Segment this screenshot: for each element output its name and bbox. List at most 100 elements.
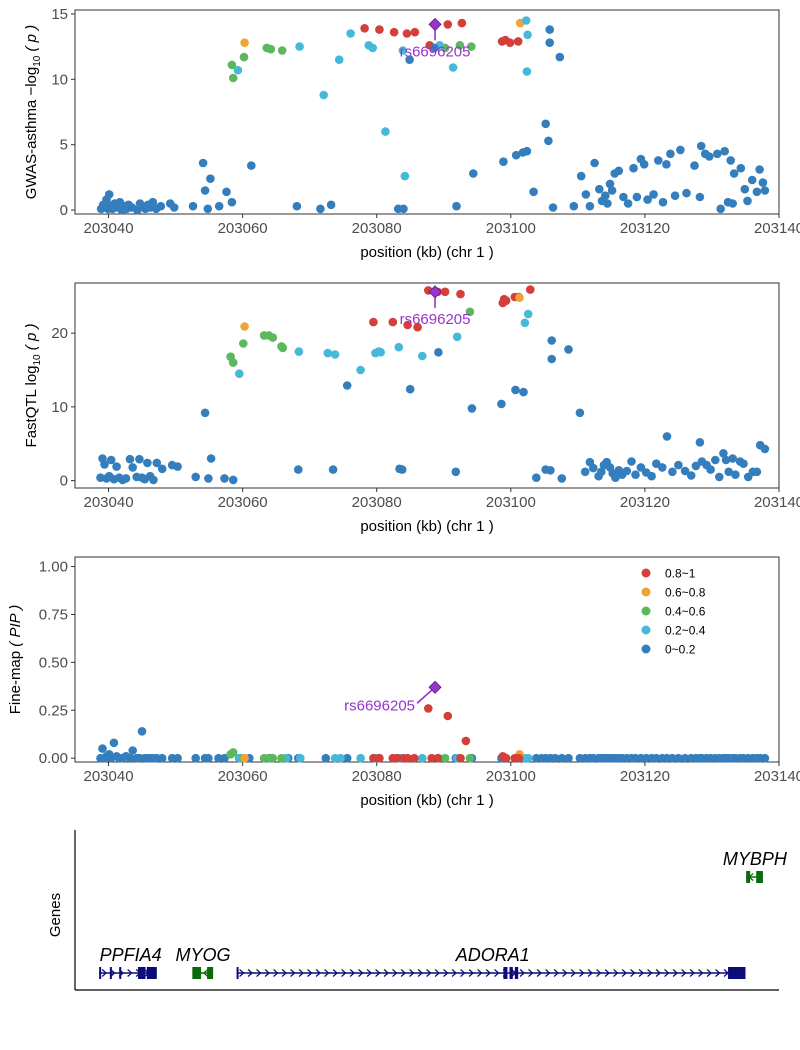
strand-arrow xyxy=(485,969,491,977)
data-point-r0-02 xyxy=(585,201,595,211)
strand-arrow xyxy=(579,969,585,977)
data-point-r0-02 xyxy=(169,203,179,212)
strand-arrow xyxy=(460,969,466,977)
data-point-r0-02 xyxy=(654,156,663,165)
data-point-r02-04 xyxy=(521,16,531,25)
data-point-r08-1 xyxy=(505,38,515,47)
data-point-r0-02 xyxy=(106,455,116,465)
data-point-r04-06 xyxy=(277,753,286,763)
x-tick-label: 203060 xyxy=(218,494,268,511)
data-point-r0-02 xyxy=(529,187,538,197)
y-tick-label: 0.00 xyxy=(39,750,68,767)
y-tick-label: 0 xyxy=(60,202,68,219)
strand-arrow xyxy=(655,969,661,977)
data-point-r0-02 xyxy=(758,178,768,187)
strand-arrow xyxy=(409,969,415,977)
data-point-r0-02 xyxy=(198,158,208,168)
data-point-r0-02 xyxy=(135,454,144,464)
data-point-r02-04 xyxy=(334,55,344,64)
data-point-r04-06 xyxy=(465,753,475,763)
data-point-r0-02 xyxy=(658,197,668,207)
legend-label: 0.8~1 xyxy=(665,567,696,581)
strand-arrow xyxy=(349,969,355,977)
strand-arrow xyxy=(545,969,551,977)
gene-label: MYBPH xyxy=(723,849,788,869)
points-layer xyxy=(96,285,770,485)
y-axis-title-end: ( PIP ) xyxy=(7,605,24,651)
data-point-r04-06 xyxy=(239,52,249,62)
data-point-r04-06 xyxy=(455,41,465,50)
strand-arrow xyxy=(664,969,670,977)
strand-arrow xyxy=(434,969,440,977)
y-axis-title-main: GWAS-asthma −log xyxy=(23,67,40,199)
data-point-r0-02 xyxy=(728,454,737,463)
panel-gwas: 203040 203060 203080 203100 203120 203140 0 5 10… xyxy=(23,6,800,261)
panel-fastqtl: 203040 203060 203080 203100 203120 203140 0 10 2… xyxy=(23,282,800,535)
data-point-r0-02 xyxy=(590,158,599,168)
data-point-r0-02 xyxy=(695,438,705,447)
y-axis-title-end: ( p ) xyxy=(23,25,40,56)
gene-label: PPFIA4 xyxy=(100,945,162,965)
data-point-r0-02 xyxy=(662,160,671,169)
strand-arrow xyxy=(392,969,398,977)
data-point-r0-02 xyxy=(247,161,256,170)
data-point-r0-02 xyxy=(739,459,748,469)
strand-arrow xyxy=(239,969,245,977)
strand-arrow xyxy=(621,969,627,977)
data-point-r0-02 xyxy=(658,463,667,472)
data-point-r04-06 xyxy=(239,339,248,348)
strand-arrow xyxy=(383,969,389,977)
strand-arrow xyxy=(468,969,474,977)
data-point-r0-02 xyxy=(191,753,200,763)
data-point-r0-02 xyxy=(206,174,215,183)
data-point-r0-02 xyxy=(760,753,770,763)
data-point-r0-02 xyxy=(721,455,731,465)
data-point-r0-02 xyxy=(595,184,604,194)
x-tick-label: 203120 xyxy=(620,220,670,237)
data-point-r0-02 xyxy=(321,753,331,763)
gene-exon xyxy=(99,967,102,979)
data-point-r02-04 xyxy=(522,67,532,76)
data-point-r0-02 xyxy=(555,52,565,62)
data-point-r0-02 xyxy=(736,163,746,173)
data-point-r08-1 xyxy=(526,285,535,294)
lead-snp-label: rs6696205 xyxy=(344,697,415,714)
data-point-r02-04 xyxy=(400,171,410,181)
data-point-r0-02 xyxy=(619,192,628,202)
strand-arrow xyxy=(332,969,338,977)
data-point-r02-04 xyxy=(418,351,427,361)
data-point-r0-02 xyxy=(623,199,633,208)
x-axis-title: position (kb) (chr 1 ) xyxy=(360,518,493,535)
data-point-r04-06 xyxy=(228,358,238,367)
legend-label: 0.6~0.8 xyxy=(665,586,706,600)
data-point-r0-02 xyxy=(545,25,554,34)
strand-arrow xyxy=(672,969,678,977)
data-point-r02-04 xyxy=(323,348,333,358)
data-point-r0-02 xyxy=(156,201,166,211)
data-point-r0-02 xyxy=(631,470,640,480)
strand-arrow xyxy=(366,969,372,977)
plot-frame xyxy=(74,9,780,215)
data-point-r0-02 xyxy=(452,201,461,211)
data-point-r0-02 xyxy=(713,149,722,159)
data-point-r04-06 xyxy=(440,753,450,763)
y-tick-label: 5 xyxy=(60,137,68,154)
gene-label: MYOG xyxy=(176,945,231,965)
data-point-r0-02 xyxy=(719,449,728,458)
gene-exon xyxy=(146,967,157,979)
data-point-r0-02 xyxy=(191,472,200,482)
data-point-r0-02 xyxy=(228,475,238,485)
data-point-r02-04 xyxy=(523,30,532,40)
strand-arrow xyxy=(400,969,406,977)
data-point-r08-1 xyxy=(456,289,465,299)
gene-exon xyxy=(192,967,202,979)
strand-arrow xyxy=(247,969,253,977)
data-point-r0-02 xyxy=(294,465,303,474)
data-point-r0-02 xyxy=(569,201,579,211)
y-axis-title: FastQTL log10 ( p ) xyxy=(23,324,43,448)
data-point-r08-1 xyxy=(375,25,384,34)
data-point-r0-02 xyxy=(148,197,158,207)
legend-swatch xyxy=(641,644,651,654)
data-point-r0-02 xyxy=(206,454,216,463)
